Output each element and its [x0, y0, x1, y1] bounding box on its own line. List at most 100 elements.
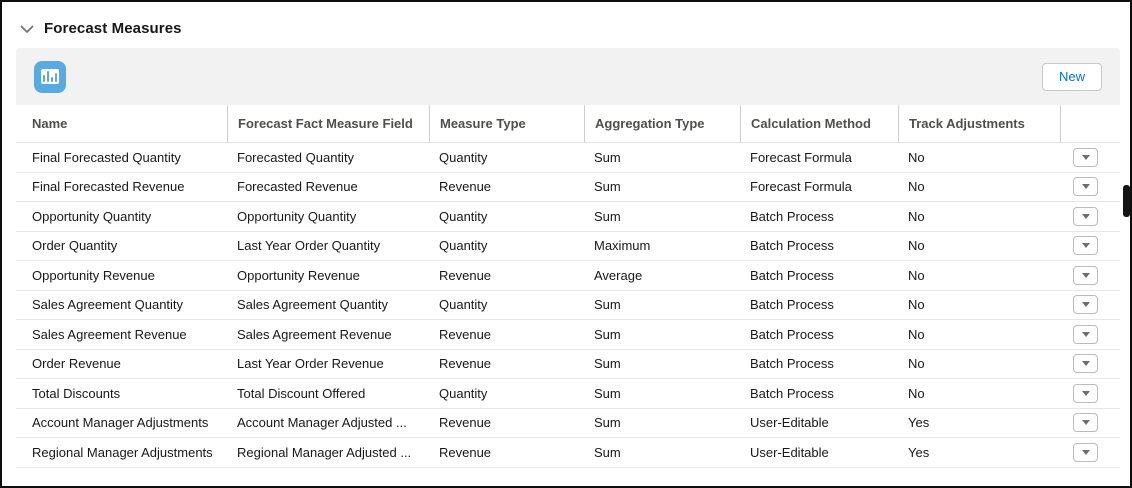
column-header-name[interactable]: Name — [32, 116, 68, 131]
cell-forecast-fact-measure-field: Last Year Order Revenue — [237, 356, 384, 372]
cell-track-adjustments: Yes — [908, 415, 930, 431]
cell-calculation-method: User-Editable — [750, 415, 829, 431]
cell-track-adjustments: No — [908, 179, 925, 195]
table-row: Total Discounts Total Discount Offered Q… — [16, 379, 1120, 409]
vertical-scrollbar-thumb[interactable] — [1123, 185, 1130, 217]
cell-calculation-method: Batch Process — [750, 297, 834, 313]
cell-track-adjustments: No — [908, 356, 925, 372]
cell-measure-type: Quantity — [439, 208, 488, 224]
cell-name: Opportunity Quantity — [32, 208, 152, 224]
dropdown-arrow-icon — [1081, 331, 1090, 337]
cell-measure-type: Revenue — [439, 179, 492, 195]
row-actions-dropdown-button[interactable] — [1073, 236, 1098, 256]
cell-aggregation-type: Sum — [594, 326, 621, 342]
cell-name: Sales Agreement Quantity — [32, 297, 184, 313]
cell-aggregation-type: Sum — [594, 179, 621, 195]
dropdown-arrow-icon — [1081, 272, 1090, 278]
cell-track-adjustments: No — [908, 238, 925, 254]
cell-calculation-method: Batch Process — [750, 385, 834, 401]
cell-forecast-fact-measure-field: Forecasted Quantity — [237, 149, 355, 165]
cell-aggregation-type: Sum — [594, 415, 621, 431]
row-actions-dropdown-button[interactable] — [1073, 265, 1098, 285]
cell-actions — [1060, 409, 1120, 438]
cell-name: Regional Manager Adjustments — [32, 444, 213, 460]
cell-measure-type: Revenue — [439, 267, 492, 283]
cell-forecast-fact-measure-field: Opportunity Quantity — [237, 208, 357, 224]
new-button[interactable]: New — [1041, 62, 1102, 91]
cell-actions — [1060, 291, 1120, 320]
table-row: Sales Agreement Quantity Sales Agreement… — [16, 291, 1120, 320]
cell-actions — [1060, 173, 1120, 202]
cell-calculation-method: Batch Process — [750, 326, 834, 342]
column-header-track-adjustments[interactable]: Track Adjustments — [898, 105, 1060, 142]
cell-aggregation-type: Sum — [594, 297, 621, 313]
table-header-row: Name Forecast Fact Measure Field Measure… — [16, 105, 1120, 143]
dropdown-arrow-icon — [1081, 390, 1090, 396]
table-row: Account Manager Adjustments Account Mana… — [16, 409, 1120, 438]
cell-forecast-fact-measure-field: Account Manager Adjusted ... — [237, 415, 407, 431]
cell-aggregation-type: Sum — [594, 385, 621, 401]
cell-actions — [1060, 320, 1120, 349]
row-actions-dropdown-button[interactable] — [1073, 413, 1098, 433]
cell-measure-type: Revenue — [439, 415, 492, 431]
column-header-aggregation-type[interactable]: Aggregation Type — [584, 105, 740, 142]
table-row: Order Revenue Last Year Order Revenue Re… — [16, 350, 1120, 379]
cell-forecast-fact-measure-field: Opportunity Revenue — [237, 267, 360, 283]
cell-actions — [1060, 379, 1120, 408]
cell-calculation-method: User-Editable — [750, 444, 829, 460]
row-actions-dropdown-button[interactable] — [1073, 206, 1098, 226]
dropdown-arrow-icon — [1081, 213, 1090, 219]
table-row: Regional Manager Adjustments Regional Ma… — [16, 438, 1120, 468]
column-header-forecast-fact-measure-field[interactable]: Forecast Fact Measure Field — [227, 105, 429, 142]
table-row: Final Forecasted Quantity Forecasted Qua… — [16, 143, 1120, 173]
cell-actions — [1060, 232, 1120, 261]
cell-actions — [1060, 438, 1120, 467]
cell-forecast-fact-measure-field: Regional Manager Adjusted ... — [237, 444, 412, 460]
bar-chart-icon-glyph — [41, 69, 59, 84]
column-header-measure-type[interactable]: Measure Type — [429, 105, 584, 142]
table-row: Opportunity Quantity Opportunity Quantit… — [16, 202, 1120, 232]
cell-calculation-method: Forecast Formula — [750, 179, 852, 195]
row-actions-dropdown-button[interactable] — [1073, 295, 1098, 315]
row-actions-dropdown-button[interactable] — [1073, 147, 1098, 167]
table-row: Final Forecasted Revenue Forecasted Reve… — [16, 173, 1120, 202]
cell-name: Account Manager Adjustments — [32, 415, 209, 431]
cell-aggregation-type: Sum — [594, 149, 621, 165]
cell-name: Order Revenue — [32, 356, 121, 372]
cell-name: Opportunity Revenue — [32, 267, 155, 283]
cell-measure-type: Quantity — [439, 238, 488, 254]
cell-measure-type: Revenue — [439, 444, 492, 460]
row-actions-dropdown-button[interactable] — [1073, 442, 1098, 462]
cell-calculation-method: Forecast Formula — [750, 149, 852, 165]
cell-aggregation-type: Average — [594, 267, 643, 283]
cell-name: Order Quantity — [32, 238, 118, 254]
cell-actions — [1060, 350, 1120, 379]
cell-measure-type: Revenue — [439, 356, 492, 372]
cell-forecast-fact-measure-field: Total Discount Offered — [237, 385, 366, 401]
table-row: Order Quantity Last Year Order Quantity … — [16, 232, 1120, 261]
column-header-calculation-method[interactable]: Calculation Method — [740, 105, 898, 142]
cell-aggregation-type: Sum — [594, 208, 621, 224]
dropdown-arrow-icon — [1081, 449, 1090, 455]
cell-track-adjustments: No — [908, 208, 925, 224]
table-body: Final Forecasted Quantity Forecasted Qua… — [16, 143, 1120, 468]
dropdown-arrow-icon — [1081, 154, 1090, 160]
cell-track-adjustments: No — [908, 326, 925, 342]
cell-name: Final Forecasted Revenue — [32, 179, 185, 195]
dropdown-arrow-icon — [1081, 302, 1090, 308]
cell-forecast-fact-measure-field: Sales Agreement Revenue — [237, 326, 392, 342]
cell-calculation-method: Batch Process — [750, 267, 834, 283]
chevron-down-icon[interactable] — [20, 25, 34, 34]
cell-track-adjustments: No — [908, 149, 925, 165]
row-actions-dropdown-button[interactable] — [1073, 354, 1098, 374]
row-actions-dropdown-button[interactable] — [1073, 383, 1098, 403]
cell-name: Total Discounts — [32, 385, 121, 401]
cell-forecast-fact-measure-field: Sales Agreement Quantity — [237, 297, 389, 313]
cell-track-adjustments: No — [908, 267, 925, 283]
cell-actions — [1060, 143, 1120, 172]
row-actions-dropdown-button[interactable] — [1073, 177, 1098, 197]
cell-actions — [1060, 202, 1120, 231]
cell-aggregation-type: Maximum — [594, 238, 651, 254]
row-actions-dropdown-button[interactable] — [1073, 324, 1098, 344]
cell-track-adjustments: No — [908, 297, 925, 313]
